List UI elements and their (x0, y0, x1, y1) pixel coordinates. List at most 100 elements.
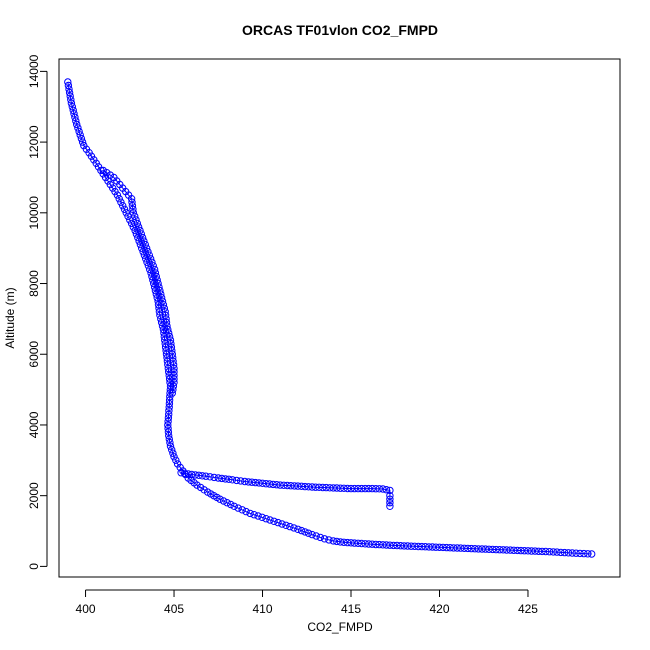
data-point (219, 497, 228, 505)
data-point (510, 546, 518, 554)
data-point (237, 477, 245, 485)
data-point (164, 414, 173, 422)
data-point (162, 347, 170, 355)
data-series (64, 78, 596, 558)
data-point (368, 484, 376, 493)
data-point (411, 542, 419, 550)
data-point (163, 322, 171, 330)
data-point (557, 548, 565, 557)
data-point (206, 473, 214, 481)
data-point (169, 354, 177, 362)
data-point (496, 546, 504, 554)
data-point (157, 315, 165, 323)
data-point (347, 539, 355, 547)
data-point (198, 472, 207, 480)
x-tick-label: 420 (429, 602, 449, 616)
data-point (119, 202, 127, 210)
data-point (464, 544, 472, 553)
data-point (386, 495, 394, 503)
data-point (113, 191, 122, 199)
data-point (156, 286, 164, 295)
data-point (241, 477, 249, 486)
data-point (162, 315, 170, 323)
data-point (375, 485, 383, 493)
data-point (170, 368, 178, 376)
data-point (407, 542, 415, 550)
data-point (146, 255, 155, 263)
data-point (210, 473, 218, 482)
data-point (157, 318, 166, 327)
data-point (375, 540, 383, 549)
x-tick-label: 415 (341, 602, 361, 616)
y-tick-label: 10000 (27, 196, 41, 230)
data-point (254, 512, 262, 520)
data-point (165, 435, 174, 443)
data-point (230, 502, 238, 510)
data-point (155, 283, 163, 291)
data-point (228, 476, 237, 484)
data-point (485, 545, 493, 553)
data-point (273, 481, 281, 489)
data-point (549, 548, 557, 556)
x-tick-label: 410 (253, 602, 273, 616)
data-point (258, 479, 267, 487)
data-point (265, 480, 274, 488)
data-point (191, 471, 200, 479)
data-point (131, 212, 139, 221)
data-point (312, 532, 320, 540)
data-point (163, 357, 172, 365)
data-point (286, 522, 294, 531)
data-point (379, 541, 387, 549)
data-point (576, 549, 584, 558)
data-point (74, 124, 82, 132)
data-point (297, 482, 306, 490)
data-point (165, 431, 173, 440)
data-point (64, 81, 73, 90)
data-point (538, 547, 546, 556)
data-point (242, 507, 250, 516)
data-point (283, 481, 291, 490)
data-point (168, 347, 176, 355)
data-point (166, 336, 175, 344)
data-point (248, 478, 256, 486)
data-point (164, 325, 172, 334)
data-point (152, 272, 161, 281)
data-point (580, 549, 588, 558)
data-point (162, 350, 171, 358)
data-point (165, 400, 174, 408)
data-point (329, 484, 337, 492)
data-point (169, 449, 177, 457)
y-tick-label: 8000 (27, 270, 41, 297)
data-point (276, 481, 284, 489)
data-point (354, 484, 362, 493)
data-point (166, 438, 174, 447)
data-point (531, 547, 539, 555)
data-point (148, 258, 156, 266)
data-point (246, 509, 254, 518)
data-point (290, 482, 299, 490)
data-point (527, 547, 536, 555)
data-point (319, 483, 327, 492)
data-point (129, 205, 137, 214)
plot-frame (58, 58, 621, 578)
data-point (340, 538, 348, 546)
data-point (304, 529, 313, 537)
data-point (170, 453, 178, 461)
data-point (258, 513, 266, 521)
data-point (145, 251, 154, 259)
data-point (274, 518, 282, 527)
data-point (155, 304, 163, 312)
data-point (159, 301, 168, 309)
data-point (169, 357, 177, 365)
data-point (350, 484, 359, 493)
data-point (308, 530, 316, 539)
data-point (77, 134, 86, 143)
data-point (165, 332, 174, 341)
y-tick-label: 2000 (27, 482, 41, 509)
y-tick-label: 4000 (27, 411, 41, 438)
data-point (142, 244, 151, 252)
data-point (72, 117, 80, 125)
data-point (294, 525, 302, 533)
data-point (154, 279, 162, 288)
data-point (214, 474, 223, 482)
